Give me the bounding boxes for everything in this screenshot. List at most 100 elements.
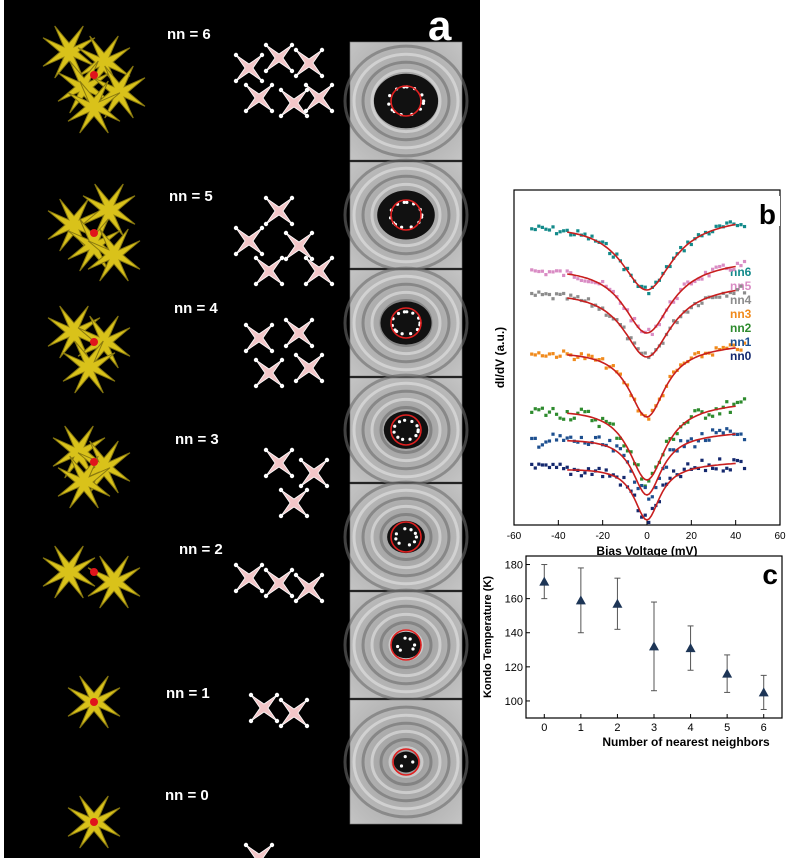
- panel-a-graphics: [42, 25, 469, 858]
- data-point: [679, 474, 683, 479]
- data-point: [530, 268, 534, 272]
- data-point: [554, 412, 559, 416]
- data-point: [661, 394, 665, 398]
- data-point: [537, 408, 541, 412]
- data-point: [625, 337, 630, 341]
- nn-label-1: nn = 1: [166, 685, 210, 702]
- data-point: [728, 343, 732, 347]
- data-point: [544, 227, 548, 231]
- data-point: [650, 332, 654, 337]
- red-marker-icon: [90, 338, 98, 346]
- c-x-tick-label: 0: [541, 722, 547, 734]
- data-point: [590, 304, 594, 308]
- data-point: [721, 431, 725, 435]
- data-point: [650, 495, 654, 499]
- series-nn2: [530, 397, 747, 488]
- data-point: [707, 413, 711, 417]
- data-point: [689, 437, 693, 441]
- data-point: [537, 224, 541, 228]
- data-point: [661, 341, 665, 345]
- data-point: [590, 280, 594, 284]
- data-point: [601, 474, 605, 479]
- data-point: [551, 406, 555, 411]
- structure-row-nn1: [67, 675, 121, 729]
- data-point: [622, 453, 626, 458]
- data-point: [608, 251, 612, 256]
- data-point: [551, 462, 555, 467]
- data-point: [618, 436, 622, 440]
- data-point: [643, 285, 647, 289]
- data-point: [714, 224, 718, 228]
- red-marker-icon: [90, 568, 98, 576]
- data-point: [686, 420, 690, 424]
- data-point: [714, 346, 718, 350]
- data-point: [718, 295, 722, 299]
- data-point: [579, 278, 583, 283]
- data-point: [721, 405, 725, 409]
- data-point: [679, 439, 683, 443]
- data-point: [554, 465, 559, 470]
- kondo-point-triangle-icon: [649, 641, 659, 651]
- stm-image-nn3: [343, 373, 469, 487]
- b-x-tick-label: 0: [644, 531, 650, 542]
- data-point: [540, 225, 544, 229]
- data-point: [547, 228, 552, 232]
- data-point: [707, 463, 711, 467]
- data-point: [629, 336, 633, 340]
- data-point: [689, 415, 693, 419]
- kondo-point-triangle-icon: [685, 643, 696, 653]
- data-point: [696, 233, 701, 237]
- kondo-point-triangle-icon: [612, 598, 623, 608]
- data-point: [728, 268, 732, 272]
- series-nn5: [530, 259, 747, 337]
- fit-line-nn0: [567, 462, 736, 521]
- data-point: [586, 442, 591, 447]
- data-point: [739, 459, 743, 464]
- data-point: [725, 346, 729, 350]
- data-point: [558, 292, 562, 296]
- data-point: [682, 282, 686, 286]
- data-point: [615, 252, 619, 256]
- data-point: [576, 411, 580, 415]
- red-marker-icon: [90, 229, 98, 237]
- data-point: [579, 407, 583, 411]
- data-point: [714, 265, 718, 269]
- data-point: [696, 277, 701, 281]
- data-point: [640, 351, 644, 355]
- c-y-tick-label: 100: [505, 696, 523, 708]
- data-point: [640, 284, 644, 289]
- data-point: [742, 341, 747, 345]
- data-point: [632, 493, 637, 497]
- data-point: [721, 263, 725, 267]
- data-point: [668, 300, 672, 304]
- molecule-cluster-nn4: [243, 317, 325, 389]
- series-nn1: [530, 427, 747, 501]
- structure-row-nn3: [52, 425, 131, 509]
- data-point: [668, 437, 672, 441]
- data-point: [636, 284, 640, 289]
- data-point: [668, 448, 672, 452]
- data-point: [693, 279, 697, 284]
- data-point: [544, 413, 548, 417]
- data-point: [583, 356, 587, 361]
- data-point: [590, 234, 594, 238]
- data-point: [732, 267, 736, 272]
- data-point: [611, 289, 615, 294]
- data-point: [725, 221, 729, 225]
- panel-b-letter: b: [759, 199, 776, 230]
- data-point: [711, 267, 715, 271]
- series-nn3: [530, 341, 747, 421]
- data-point: [618, 447, 622, 451]
- data-point: [565, 436, 569, 440]
- kondo-point-triangle-icon: [575, 595, 586, 605]
- data-point: [618, 301, 622, 305]
- structure-row-nn5: [47, 183, 141, 282]
- data-point: [689, 242, 693, 247]
- fit-line-nn2: [567, 405, 736, 481]
- kondo-point-triangle-icon: [539, 576, 550, 586]
- stm-image-nn4: [343, 266, 469, 380]
- data-point: [632, 341, 637, 345]
- data-point: [739, 284, 743, 288]
- data-point: [629, 469, 633, 473]
- data-point: [558, 354, 562, 358]
